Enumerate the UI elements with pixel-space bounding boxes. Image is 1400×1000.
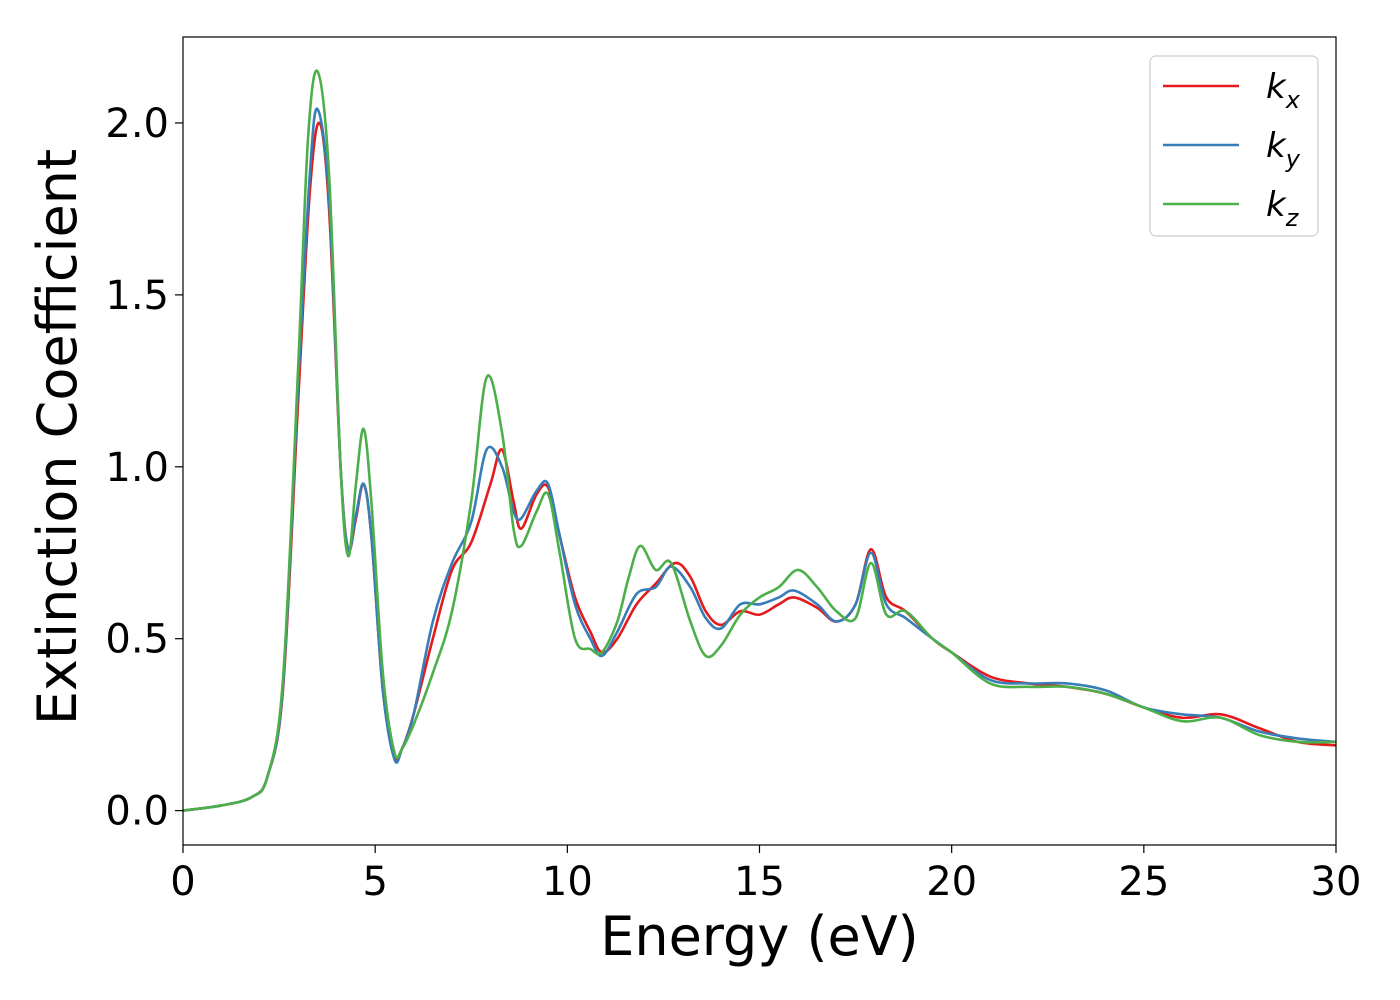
x-tick-label: 10: [542, 859, 593, 905]
legend-label-main: k: [1266, 185, 1287, 225]
x-axis: 0 5 10 15 20 25 30: [170, 845, 1361, 905]
legend-label-main: k: [1266, 126, 1287, 166]
x-tick-label: 25: [1118, 859, 1169, 905]
y-tick-label: 0.5: [105, 617, 169, 663]
x-tick-label: 0: [170, 859, 195, 905]
x-axis-label: Energy (eV): [600, 905, 919, 968]
legend-label-k-x: kx: [1266, 67, 1301, 114]
y-axis: 0.0 0.5 1.0 1.5 2.0: [105, 101, 183, 835]
legend-label-main: k: [1266, 67, 1287, 107]
y-tick-label: 1.0: [105, 445, 169, 491]
legend-label-k-y: ky: [1266, 126, 1301, 173]
y-axis-label: Extinction Coefficient: [26, 149, 89, 725]
x-tick-label: 30: [1311, 859, 1362, 905]
y-tick-label: 2.0: [105, 101, 169, 147]
series-layer: [182, 69, 1337, 812]
y-tick-label: 0.0: [105, 789, 169, 835]
series-line-k-z: [182, 69, 1337, 812]
y-tick-label: 1.5: [105, 273, 169, 319]
legend-label-subscript: x: [1285, 86, 1301, 114]
x-tick-label: 20: [926, 859, 977, 905]
legend-label-k-z: kz: [1266, 185, 1300, 232]
x-tick-label: 15: [734, 859, 785, 905]
legend-label-subscript: y: [1285, 145, 1301, 173]
legend-label-subscript: z: [1285, 204, 1300, 232]
x-tick-label: 5: [362, 859, 387, 905]
